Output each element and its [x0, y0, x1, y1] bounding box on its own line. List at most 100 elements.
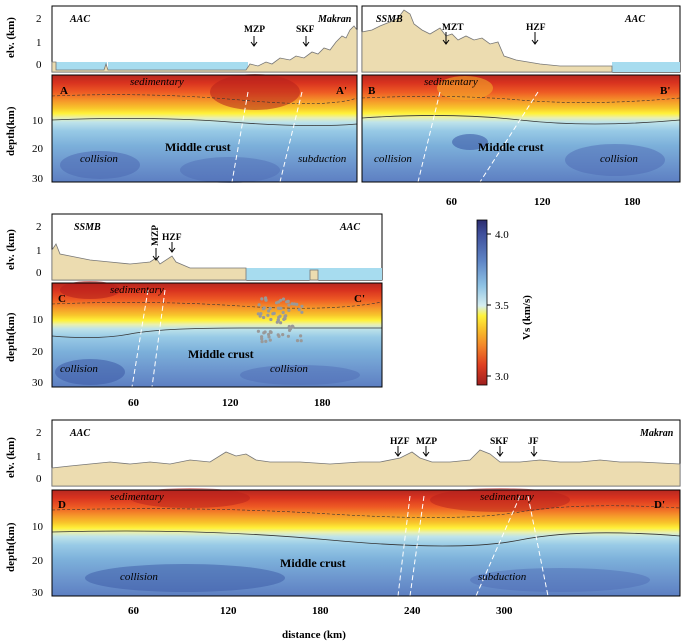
- depth-label-a: depth(km): [5, 106, 17, 156]
- depth-tick-a-20: 20: [32, 143, 44, 155]
- earthquake-point: [287, 303, 291, 307]
- fault-hzf-c: HZF: [162, 233, 182, 243]
- earthquake-point: [259, 312, 263, 316]
- earthquake-point: [300, 304, 304, 308]
- collision-d: collision: [120, 571, 158, 583]
- elev-tick-a-2: 2: [36, 13, 42, 25]
- cb-label: Vs (km/s): [521, 295, 533, 340]
- xtick-d-60: 60: [128, 605, 140, 617]
- depth-tick-d-20: 20: [32, 555, 44, 567]
- earthquake-point: [295, 339, 300, 343]
- earthquake-point: [288, 327, 293, 331]
- earthquake-point: [264, 296, 268, 300]
- earthquake-point: [262, 306, 266, 310]
- collision-c-right: collision: [270, 363, 308, 375]
- label-d-prime: D': [654, 499, 665, 511]
- collision-a: collision: [80, 153, 118, 165]
- xtick-d-120: 120: [220, 605, 237, 617]
- region-makran-a: Makran: [317, 14, 352, 25]
- depth-tick-d-10: 10: [32, 521, 44, 533]
- earthquake-point: [292, 302, 296, 306]
- earthquake-point: [266, 313, 270, 317]
- depth-tick-c-20: 20: [32, 346, 44, 358]
- earthquake-point: [256, 329, 260, 333]
- earthquake-point: [286, 334, 290, 338]
- label-b: B: [368, 85, 376, 97]
- middle-crust-a: Middle crust: [165, 140, 231, 154]
- earthquake-point: [279, 321, 283, 325]
- fault-hzf-b: HZF: [526, 23, 546, 33]
- xtick-c-120: 120: [222, 397, 239, 409]
- xtick-d-180: 180: [312, 605, 329, 617]
- earthquake-point: [267, 332, 271, 337]
- middle-crust-c: Middle crust: [188, 347, 254, 361]
- region-aac-a: AAC: [69, 14, 90, 25]
- collision-b-right: collision: [600, 153, 638, 165]
- earthquake-point: [299, 339, 303, 343]
- earthquake-point: [260, 337, 264, 341]
- elev-tick-d-1: 1: [36, 451, 42, 463]
- earthquake-point: [283, 317, 287, 321]
- depth-tick-d-30: 30: [32, 587, 44, 599]
- xtick-b-180: 180: [624, 196, 641, 208]
- depth-label-d: depth(km): [5, 522, 17, 572]
- region-ssmb-b: SSMB: [376, 14, 403, 25]
- xtick-d-240: 240: [404, 605, 421, 617]
- panel-a-velocity: [51, 74, 358, 183]
- cb-tick-3-0: 3.0: [495, 371, 509, 383]
- earthquake-point: [269, 317, 273, 322]
- panel-c-elevation: [51, 213, 383, 281]
- sedimentary-a: sedimentary: [130, 76, 184, 88]
- xtick-d-300: 300: [496, 605, 513, 617]
- distance-label: distance (km): [282, 629, 346, 641]
- earthquake-point: [276, 318, 280, 322]
- elev-tick-d-2: 2: [36, 427, 42, 439]
- collision-b-left: collision: [374, 153, 412, 165]
- fault-mzp-c: MZP: [151, 225, 161, 246]
- earthquake-point: [260, 340, 264, 344]
- sedimentary-c: sedimentary: [110, 284, 164, 296]
- depth-tick-c-10: 10: [32, 314, 44, 326]
- elev-label-d: elv. (km): [5, 437, 17, 478]
- labels: AAC Makran MZP SKF A A' sedimentary Midd…: [5, 13, 674, 641]
- collision-c-left: collision: [60, 363, 98, 375]
- region-aac-b: AAC: [624, 14, 645, 25]
- xtick-c-180: 180: [314, 397, 331, 409]
- label-a: A: [60, 85, 68, 97]
- label-c: C: [58, 293, 66, 305]
- earthquake-point: [277, 334, 281, 338]
- earthquake-point: [281, 310, 285, 315]
- cb-tick-3-5: 3.5: [495, 300, 509, 312]
- panel-a-elevation: [51, 5, 358, 73]
- earthquake-points-c: [256, 296, 304, 344]
- region-aac-d: AAC: [69, 428, 90, 439]
- panel-b-elevation: [361, 5, 681, 73]
- label-d: D: [58, 499, 66, 511]
- fault-mzp-d: MZP: [416, 437, 437, 447]
- panel-d-velocity: [51, 488, 681, 597]
- earthquake-point: [268, 330, 272, 334]
- earthquake-point: [278, 306, 282, 310]
- cb-tick-4-0: 4.0: [495, 229, 509, 241]
- earthquake-point: [295, 302, 299, 306]
- depth-tick-a-30: 30: [32, 173, 44, 185]
- depth-tick-a-10: 10: [32, 115, 44, 127]
- earthquake-point: [262, 315, 266, 320]
- earthquake-point: [275, 320, 279, 324]
- sedimentary-d-2: sedimentary: [480, 491, 534, 503]
- region-aac-c: AAC: [339, 222, 360, 233]
- earthquake-point: [278, 314, 282, 318]
- earthquake-point: [300, 310, 304, 314]
- earthquake-point: [290, 324, 294, 328]
- earthquake-point: [268, 338, 272, 342]
- elev-label-c: elv. (km): [5, 229, 17, 270]
- earthquake-point: [257, 303, 261, 307]
- earthquake-point: [281, 333, 285, 337]
- depth-label-c: depth(km): [5, 312, 17, 362]
- fault-skf-a: SKF: [296, 25, 315, 35]
- panel-d-elevation: [51, 419, 681, 487]
- earthquake-point: [287, 308, 291, 312]
- elev-label-a: elv. (km): [5, 17, 17, 58]
- label-b-prime: B': [660, 85, 670, 97]
